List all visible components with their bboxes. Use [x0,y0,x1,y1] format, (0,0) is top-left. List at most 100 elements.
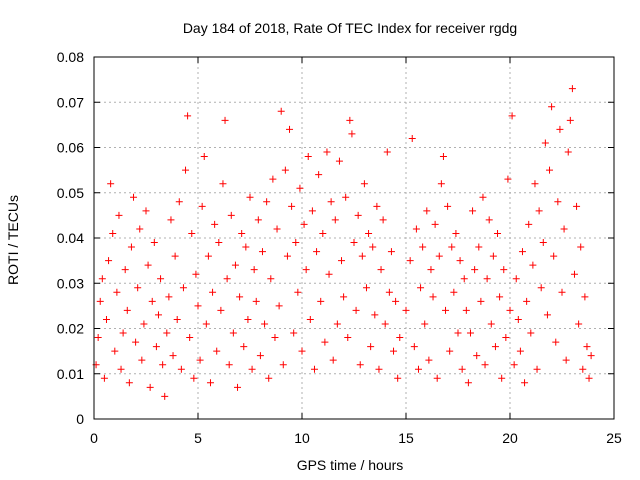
data-point [292,239,300,247]
data-point [533,365,541,373]
y-tick-label: 0.01 [57,366,84,382]
data-point [294,288,302,296]
data-point [471,266,479,274]
data-point [410,343,418,351]
data-point [306,315,314,323]
data-point [140,320,148,328]
data-point [313,248,321,256]
data-point [554,198,562,206]
data-point [342,193,350,201]
data-point [506,306,514,314]
data-point [290,329,298,337]
data-point [142,207,150,215]
data-point [123,306,131,314]
data-point [148,297,156,305]
data-point [213,347,221,355]
data-point [369,243,377,251]
data-point [481,361,489,369]
data-point [356,361,364,369]
data-point [535,207,543,215]
data-point [105,257,113,265]
data-point [190,374,198,382]
data-point [433,374,441,382]
data-point [102,315,110,323]
data-point [383,148,391,156]
data-point [452,229,460,237]
y-tick-label: 0.02 [57,321,84,337]
data-point [340,293,348,301]
data-point [321,338,329,346]
data-point [182,166,190,174]
data-point [508,112,516,120]
data-point [109,229,117,237]
data-point [100,374,108,382]
data-point [502,334,510,342]
data-point [288,202,296,210]
data-point [425,356,433,364]
data-point [165,293,173,301]
data-point [302,266,310,274]
x-tick-label: 25 [606,430,622,446]
data-point [570,270,578,278]
data-point [577,243,585,251]
data-point [107,180,115,188]
data-point [223,275,231,283]
data-point [188,229,196,237]
data-point [271,334,279,342]
data-point [396,334,404,342]
data-point [252,297,260,305]
data-point [350,239,358,247]
data-point [221,116,229,124]
data-point [113,288,121,296]
data-point [304,153,312,161]
data-point [244,315,252,323]
data-point [204,252,212,260]
x-axis-ticks: 0 5 10 15 20 25 [90,57,622,446]
data-point [523,297,531,305]
data-point [344,334,352,342]
data-point [525,220,533,228]
data-point [215,239,223,247]
data-point [442,306,450,314]
data-point [394,374,402,382]
data-point [485,216,493,224]
data-point [286,125,294,133]
data-point [412,225,420,233]
data-point [469,207,477,215]
data-point [435,252,443,260]
data-point [406,257,414,265]
data-point [354,211,362,219]
data-point [275,302,283,310]
data-point [327,198,335,206]
data-point [250,266,258,274]
data-point [381,320,389,328]
y-tick-label: 0.08 [57,49,84,65]
data-point [371,311,379,319]
data-point [152,343,160,351]
data-point [456,257,464,265]
data-point [194,302,202,310]
data-point [390,347,398,355]
y-tick-label: 0.03 [57,275,84,291]
data-point [460,275,468,283]
data-point [179,284,187,292]
data-point [464,379,472,387]
y-tick-label: 0.04 [57,230,84,246]
data-point [333,320,341,328]
data-point [265,374,273,382]
data-point [125,379,133,387]
data-point [479,193,487,201]
x-axis-title: GPS time / hours [297,457,404,473]
data-point [308,207,316,215]
data-point [423,207,431,215]
data-point [402,306,410,314]
data-point [198,202,206,210]
data-point [491,343,499,351]
data-point [119,329,127,337]
data-point [346,116,354,124]
data-point [352,306,360,314]
data-point [196,356,204,364]
data-point [518,248,526,256]
data-point [163,329,171,337]
data-point [325,270,333,278]
